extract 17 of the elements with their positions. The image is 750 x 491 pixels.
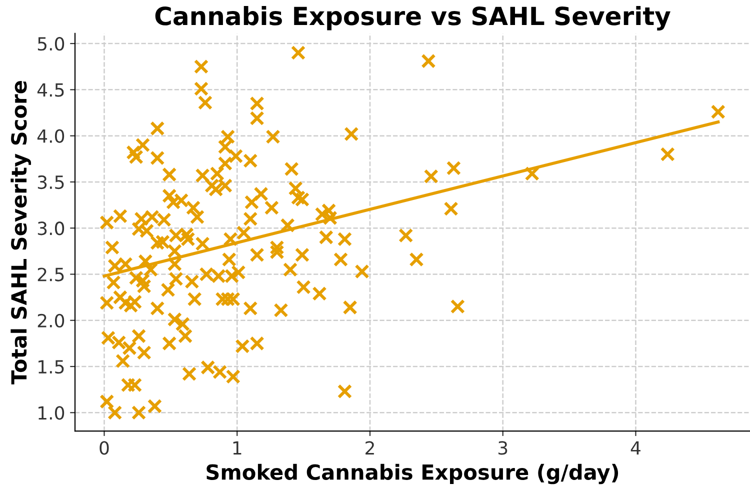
y-tick-label: 2.0 [38, 314, 64, 328]
y-tick-label: 5.0 [38, 36, 64, 51]
x-axis-title: Smoked Cannabis Exposure (g/day) [206, 464, 618, 484]
x-tick-label: 2 [366, 441, 374, 455]
x-tick-label: 0 [100, 441, 109, 455]
x-tick-label: 3 [498, 441, 508, 455]
x-tick-label: 4 [630, 441, 640, 455]
y-axis-title: Total SAHL Severity Score [10, 81, 32, 384]
y-tick-label: 4.0 [37, 129, 64, 143]
y-tick-label: 3.5 [38, 175, 64, 190]
y-tick-label: 3.0 [38, 222, 64, 236]
y-tick-label: 1.0 [38, 406, 64, 420]
x-tick-label: 1 [233, 441, 242, 455]
y-tick-label: 4.5 [37, 83, 64, 97]
y-tick-label: 2.5 [38, 268, 64, 282]
chart-title: Cannabis Exposure vs SAHL Severity [155, 6, 670, 30]
y-tick-label: 1.5 [38, 360, 64, 374]
